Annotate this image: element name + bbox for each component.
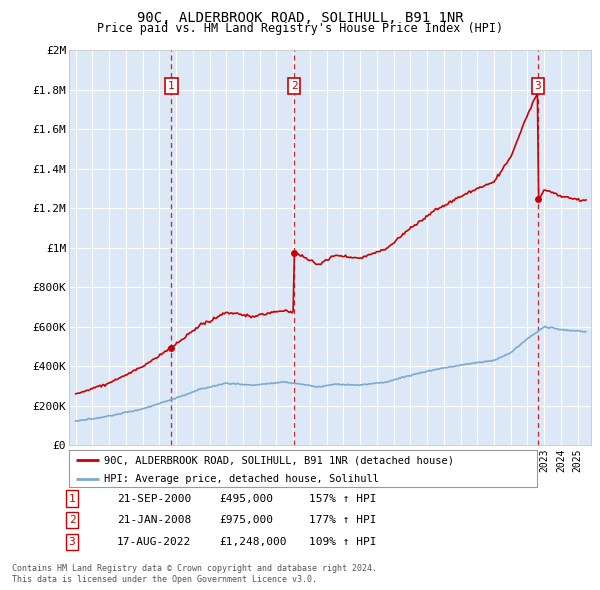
Text: 3: 3 [68,537,76,547]
Text: 90C, ALDERBROOK ROAD, SOLIHULL, B91 1NR (detached house): 90C, ALDERBROOK ROAD, SOLIHULL, B91 1NR … [104,455,454,466]
Text: 177% ↑ HPI: 177% ↑ HPI [309,516,377,525]
Text: 109% ↑ HPI: 109% ↑ HPI [309,537,377,547]
Text: 90C, ALDERBROOK ROAD, SOLIHULL, B91 1NR: 90C, ALDERBROOK ROAD, SOLIHULL, B91 1NR [137,11,463,25]
Text: 2: 2 [68,516,76,525]
Text: 1: 1 [68,494,76,503]
Text: 17-AUG-2022: 17-AUG-2022 [117,537,191,547]
Text: £1,248,000: £1,248,000 [219,537,287,547]
Text: 21-SEP-2000: 21-SEP-2000 [117,494,191,503]
Text: 1: 1 [168,81,175,91]
Text: Contains HM Land Registry data © Crown copyright and database right 2024.: Contains HM Land Registry data © Crown c… [12,565,377,573]
Text: £495,000: £495,000 [219,494,273,503]
Text: This data is licensed under the Open Government Licence v3.0.: This data is licensed under the Open Gov… [12,575,317,584]
Text: HPI: Average price, detached house, Solihull: HPI: Average price, detached house, Soli… [104,474,379,484]
Text: 3: 3 [535,81,541,91]
Text: 2: 2 [290,81,298,91]
Text: 21-JAN-2008: 21-JAN-2008 [117,516,191,525]
Text: 157% ↑ HPI: 157% ↑ HPI [309,494,377,503]
Text: £975,000: £975,000 [219,516,273,525]
Text: Price paid vs. HM Land Registry's House Price Index (HPI): Price paid vs. HM Land Registry's House … [97,22,503,35]
